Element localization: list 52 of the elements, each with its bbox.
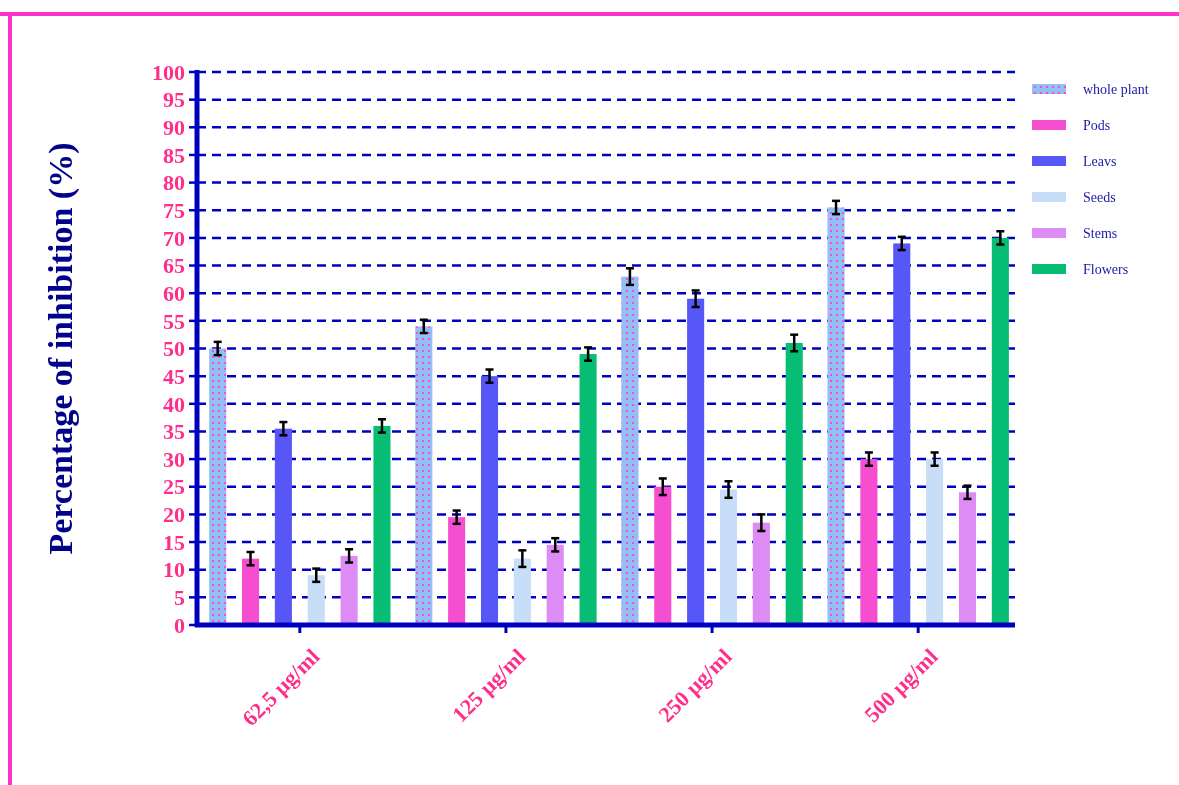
y-tick-label: 35 [163, 419, 185, 445]
bar [513, 558, 531, 625]
bar [579, 354, 597, 625]
bar [241, 558, 260, 625]
legend-label: Pods [1083, 117, 1111, 133]
y-tick-label: 70 [163, 225, 185, 251]
y-tick-label: 85 [163, 142, 185, 168]
legend-label: Stems [1083, 225, 1118, 241]
bar [340, 555, 358, 625]
bar [621, 276, 639, 625]
y-tick-label: 80 [163, 170, 185, 196]
legend-label: whole plant [1083, 81, 1149, 97]
y-tick-label: 10 [163, 557, 185, 583]
bar [860, 459, 878, 625]
y-tick-label: 60 [163, 280, 185, 306]
y-tick-label: 30 [163, 446, 185, 472]
bar [719, 489, 738, 625]
legend-label: Seeds [1083, 189, 1116, 205]
y-tick-label: 95 [163, 87, 185, 113]
bar [893, 243, 911, 625]
bar [448, 517, 466, 625]
bar [546, 544, 564, 625]
legend-label: Flowers [1083, 261, 1129, 277]
y-tick-label: 5 [174, 585, 185, 611]
y-tick-label: 40 [163, 391, 185, 417]
bar [373, 425, 391, 625]
y-tick-label: 0 [174, 612, 185, 638]
bar [307, 575, 325, 625]
bar [654, 486, 672, 625]
y-tick-label: 20 [163, 502, 185, 528]
bar [209, 348, 227, 625]
bar [752, 522, 770, 625]
y-tick-label: 65 [163, 253, 185, 279]
y-tick-label: 100 [152, 59, 185, 85]
bar [827, 207, 845, 625]
bar [958, 492, 977, 625]
y-tick-label: 15 [163, 529, 185, 555]
y-tick-label: 25 [163, 474, 185, 500]
bar [991, 237, 1009, 625]
legend-label: Leavs [1083, 153, 1117, 169]
y-tick-label: 45 [163, 363, 185, 389]
y-tick-label: 75 [163, 197, 185, 223]
bar [480, 376, 499, 625]
y-tick-label: 50 [163, 336, 185, 362]
bar [415, 326, 433, 625]
y-axis-title: Percentage of inhibition (%) [42, 142, 80, 555]
bar [785, 342, 803, 625]
y-tick-label: 55 [163, 308, 185, 334]
bar [687, 298, 705, 625]
bar [926, 459, 944, 625]
bar [274, 428, 292, 625]
y-tick-label: 90 [163, 115, 185, 140]
